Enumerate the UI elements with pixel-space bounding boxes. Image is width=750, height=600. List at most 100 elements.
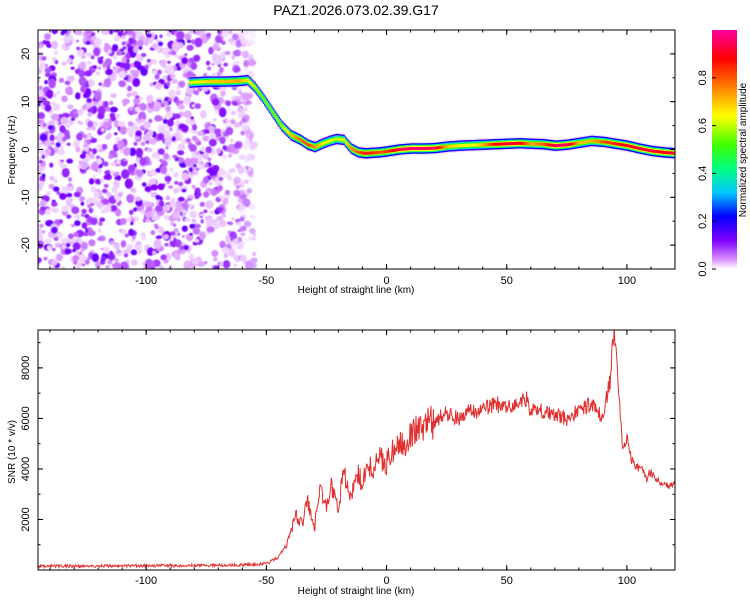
noise-speck [150,184,159,191]
ridge-cell [379,150,381,154]
noise-speck [148,148,153,152]
ridge-cell [643,148,646,151]
noise-speck [126,59,130,63]
ridge-cell [303,140,306,144]
ridge-cell [515,141,517,145]
ridge-cell [545,143,547,146]
noise-speck [61,266,66,269]
noise-speck [71,206,80,214]
ridge-cell [332,138,335,142]
noise-speck [213,221,221,230]
noise-speck [231,217,235,220]
noise-speck [237,166,245,174]
ridge-cell [463,144,466,147]
noise-speck [184,217,191,222]
noise-speck [55,142,61,148]
ridge-cell [431,146,433,150]
colorbar-ticks: 0.0 0.2 0.4 0.6 0.8 [697,70,716,277]
noise-speck [190,157,199,165]
ridge-cell [658,150,660,154]
snr-x-ticks: -100 -50 0 50 100 [49,330,676,587]
noise-speck [189,223,196,229]
noise-speck [194,37,203,48]
noise-speck [88,207,94,214]
noise-speck [93,101,98,105]
noise-speck [53,236,59,241]
ridge-cell [471,143,474,147]
ridge-cell [315,145,318,149]
noise-speck [152,250,156,255]
noise-speck [38,90,45,98]
ridge-cell [563,143,565,147]
colorbar-tick-label: 0.6 [697,118,709,133]
ridge-cell [441,145,444,149]
noise-speck [39,133,48,142]
noise-speck [184,157,192,166]
noise-speck [224,50,231,56]
ridge-cell [363,151,366,155]
noise-speck [184,199,189,203]
noise-speck [59,125,66,133]
noise-speck [198,164,206,170]
noise-speck [196,224,201,228]
ridge-cell [581,140,583,144]
noise-speck [55,253,64,262]
noise-speck [157,133,165,141]
noise-speck [170,221,175,226]
noise-speck [104,174,112,181]
ridge-cell [245,78,248,82]
ridge-cell [219,80,222,84]
noise-speck [233,122,241,128]
noise-speck [103,183,109,188]
y-tick-label: -10 [20,189,32,205]
noise-speck [189,144,197,153]
ridge-cell [606,140,609,144]
noise-speck [144,64,149,70]
ridge-cell [451,144,453,148]
ridge-cell [474,143,476,147]
ridge-cell [380,150,383,154]
noise-speck [82,66,86,71]
noise-speck [171,41,181,52]
noise-speck [202,153,209,160]
noise-speck [80,213,85,217]
ridge-cell [274,115,277,119]
noise-speck [185,138,191,143]
ridge-cell [651,149,653,153]
noise-speck [136,169,144,178]
ridge-cell [532,142,534,146]
noise-speck [174,239,182,248]
ridge-cell [453,144,456,148]
noise-speck [131,218,136,222]
ridge-cell [568,143,570,146]
ridge-cell [504,142,506,146]
noise-speck [141,119,146,123]
noise-speck [179,100,184,104]
noise-speck [100,30,110,35]
noise-speck [88,79,95,87]
noise-speck [93,90,102,101]
colorbar: 0.0 0.2 0.4 0.6 0.8 Normalized spectral ampl… [697,30,749,277]
noise-speck [178,123,187,130]
noise-speck [102,121,111,129]
noise-speck [154,82,162,90]
spectrogram-y-label: Frequency (Hz) [7,116,18,185]
ridge-cell [276,116,278,120]
noise-speck [56,90,60,95]
ridge-cell [457,144,460,148]
ridge-cell [601,140,604,144]
noise-speck [129,209,134,215]
noise-speck [65,86,73,96]
noise-speck [83,141,87,145]
ridge-cell [417,147,420,150]
ridge-cell [664,151,666,154]
noise-speck [138,45,143,50]
noise-speck [168,264,174,269]
ridge-cell [622,143,624,147]
ridge-cell [266,102,268,106]
noise-speck [183,110,192,119]
noise-speck [114,171,120,176]
noise-speck [102,62,109,69]
noise-speck [91,121,99,127]
ridge-cell [600,140,603,144]
